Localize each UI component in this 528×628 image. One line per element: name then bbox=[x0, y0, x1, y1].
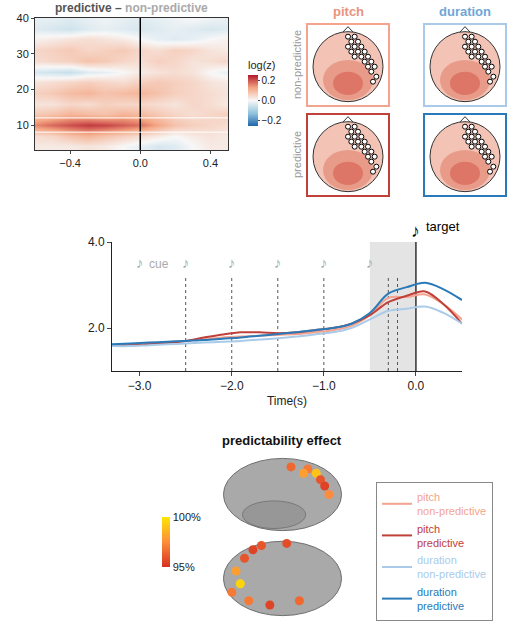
svg-text:durationnon-predictive: durationnon-predictive bbox=[417, 554, 486, 580]
svg-text:−1.0: −1.0 bbox=[312, 379, 336, 393]
svg-text:0.0: 0.0 bbox=[262, 95, 276, 106]
svg-text:log(z): log(z) bbox=[248, 59, 276, 71]
svg-text:cue: cue bbox=[149, 257, 169, 271]
svg-text:♪: ♪ bbox=[228, 254, 236, 271]
svg-text:−0.2: −0.2 bbox=[262, 115, 282, 126]
svg-text:♪: ♪ bbox=[366, 254, 374, 271]
svg-text:♪: ♪ bbox=[182, 254, 190, 271]
svg-text:pitchpredictive: pitchpredictive bbox=[417, 523, 464, 549]
svg-text:20: 20 bbox=[17, 83, 29, 95]
svg-text:♪: ♪ bbox=[411, 221, 420, 241]
svg-text:−3.0: −3.0 bbox=[128, 379, 152, 393]
svg-text:target: target bbox=[426, 219, 460, 234]
svg-text:predictive: predictive bbox=[291, 131, 303, 178]
svg-text:30: 30 bbox=[17, 48, 29, 60]
svg-text:−2.0: −2.0 bbox=[220, 379, 244, 393]
svg-text:2.0: 2.0 bbox=[88, 321, 105, 335]
svg-text:4.0: 4.0 bbox=[88, 235, 105, 249]
svg-text:100%: 100% bbox=[173, 511, 201, 523]
svg-text:predictive – non-predictive: predictive – non-predictive bbox=[55, 1, 208, 15]
svg-text:−0.4: −0.4 bbox=[59, 157, 81, 169]
svg-text:duration: duration bbox=[439, 4, 491, 19]
svg-text:pitch: pitch bbox=[333, 4, 364, 19]
svg-text:10: 10 bbox=[17, 119, 29, 131]
svg-text:40: 40 bbox=[17, 12, 29, 24]
svg-text:Time(s): Time(s) bbox=[267, 394, 307, 408]
svg-text:♪: ♪ bbox=[320, 254, 328, 271]
svg-text:95%: 95% bbox=[173, 561, 195, 573]
svg-text:0.0: 0.0 bbox=[133, 157, 148, 169]
svg-text:durationpredictive: durationpredictive bbox=[417, 586, 464, 612]
svg-text:0.0: 0.0 bbox=[408, 379, 425, 393]
svg-text:0.2: 0.2 bbox=[262, 75, 276, 86]
svg-text:0.4: 0.4 bbox=[203, 157, 218, 169]
svg-text:non-predictive: non-predictive bbox=[291, 30, 303, 99]
svg-text:♪: ♪ bbox=[136, 254, 144, 271]
svg-text:pitchnon-predictive: pitchnon-predictive bbox=[417, 491, 486, 517]
svg-text:♪: ♪ bbox=[274, 254, 282, 271]
svg-text:predictability effect: predictability effect bbox=[222, 433, 342, 448]
